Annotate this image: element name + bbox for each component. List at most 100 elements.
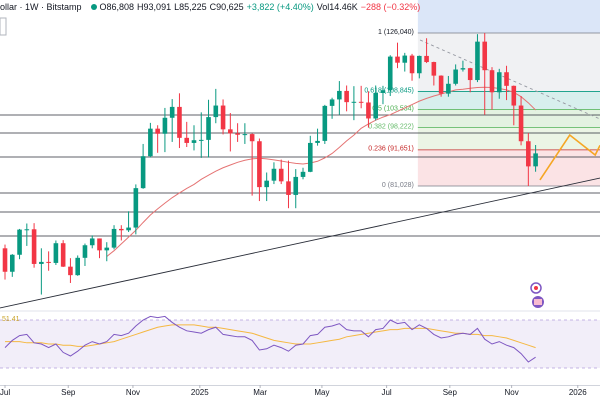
dashed-trendline: [419, 39, 600, 120]
candle-body: [104, 247, 110, 251]
candle-body: [53, 243, 59, 263]
candle-body: [242, 134, 248, 136]
status-dot: [90, 4, 97, 10]
event-icon[interactable]: [532, 296, 544, 308]
projection-path: [539, 133, 600, 181]
x-tick-label: Sep: [443, 388, 458, 397]
candle-body: [504, 72, 509, 86]
x-tick-label: Nov: [126, 388, 140, 397]
alert-icon[interactable]: [530, 282, 542, 294]
candle-body: [264, 180, 269, 188]
ohlc-open: O86,808: [99, 2, 135, 12]
fib-zone: [417, 127, 600, 150]
fib-label: 0.618 (108,845): [364, 87, 413, 94]
candle-body: [235, 133, 240, 135]
candle-body: [373, 92, 378, 119]
candle-body: [533, 153, 538, 167]
candle-body: [526, 141, 531, 167]
ohlc-low: L85,225: [174, 2, 207, 12]
x-tick-label: Sep: [61, 388, 76, 397]
fib-label: 1 (126,040): [378, 29, 414, 36]
fib-zone: [417, 33, 600, 92]
fib-zone: [417, 149, 600, 187]
candle-body: [17, 229, 22, 255]
candle-body: [467, 68, 473, 81]
candle-body: [31, 229, 37, 264]
fib-zone: [417, 109, 600, 128]
fib-label: 0.236 (91,651): [368, 146, 414, 153]
rsi-ma-line: [5, 324, 536, 349]
candle-body: [24, 229, 30, 231]
x-tick-label: May: [314, 388, 329, 397]
x-tick-label: 2026: [569, 388, 587, 397]
candle-body: [518, 105, 524, 142]
fib-label: 0.5 (103,534): [372, 105, 414, 112]
candle-body: [387, 56, 393, 91]
candle-body: [460, 68, 466, 70]
candle-body: [89, 238, 95, 246]
candle-body: [315, 140, 320, 143]
candle-body: [409, 55, 415, 74]
side-tab[interactable]: [0, 17, 7, 36]
candle-body: [184, 137, 190, 143]
candle-body: [46, 261, 51, 263]
candle-body: [220, 105, 226, 130]
candle-body: [424, 55, 429, 63]
x-tick-label: Nov: [505, 388, 519, 397]
candle-body: [278, 168, 284, 182]
candle-body: [206, 117, 211, 140]
candle-body: [489, 70, 495, 93]
candle-body: [97, 238, 102, 251]
candle-body: [133, 188, 139, 228]
ohlc-high: H93,091: [137, 2, 172, 12]
candle-body: [431, 62, 437, 76]
candle-body: [228, 129, 233, 134]
candle-body: [169, 106, 175, 118]
candle-body: [198, 139, 204, 141]
candle-body: [213, 105, 219, 118]
candle-body: [39, 261, 44, 264]
fib-label: 0 (81,028): [382, 182, 414, 189]
candle-body: [148, 128, 153, 157]
ohlc-close: C90,625: [209, 2, 244, 12]
symbol[interactable]: ollar · 1W · Bitstamp: [0, 2, 82, 12]
candle-body: [380, 90, 386, 93]
volume: Vol14.46K: [316, 2, 358, 12]
candle-body: [482, 41, 488, 71]
candle-body: [191, 140, 197, 143]
candle-body: [155, 128, 160, 134]
candle-body: [438, 75, 444, 94]
moving-average: [106, 86, 536, 257]
candle-body: [358, 101, 364, 103]
candle-body: [351, 101, 357, 103]
x-tick-label: Jul: [381, 388, 391, 397]
candle-body: [82, 245, 88, 258]
candle-body: [60, 243, 66, 267]
x-tick-label: Jul: [0, 388, 10, 397]
candle-body: [395, 56, 400, 63]
fib-zone: [417, 91, 600, 110]
legend-header: ollar · 1W · Bitstamp O86,808 H93,091 L85,2…: [0, 2, 423, 12]
rsi-level-label: 51.41: [2, 316, 20, 323]
candle-body: [286, 181, 291, 195]
fib-top-box: [417, 0, 600, 34]
candle-body: [162, 117, 168, 134]
candle-body: [417, 55, 422, 74]
candle-body: [402, 55, 408, 63]
fib-label: 0.382 (98,222): [368, 123, 414, 130]
x-tick-label: 2025: [191, 388, 209, 397]
candle-body: [307, 142, 313, 172]
rsi-line: [4, 315, 536, 363]
candle-body: [2, 248, 8, 272]
candle-body: [126, 227, 131, 231]
candle-body: [177, 106, 182, 138]
candle-body: [140, 156, 146, 189]
candle-body: [337, 90, 342, 100]
candle-body: [249, 134, 255, 142]
volume-change: −288 (−0.32%): [360, 2, 421, 12]
candle-body: [257, 141, 262, 188]
candle-body: [511, 85, 517, 106]
candle-body: [329, 99, 335, 106]
